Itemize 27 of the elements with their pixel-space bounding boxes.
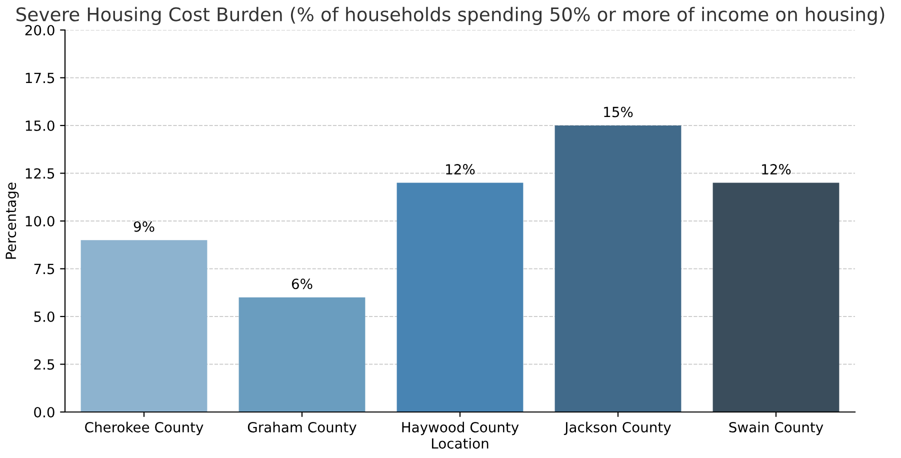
data-label: 12% [446,164,475,175]
x-tick-label: Graham County [248,422,356,436]
bar [554,126,682,412]
y-tick-label: 15.0 [26,120,54,131]
y-tick-label: 12.5 [26,168,54,179]
y-tick-label: 20.0 [25,24,54,36]
x-axis-title: Location [432,438,488,449]
x-tick-label: Swain County [729,422,824,436]
y-tick-label: 10.0 [26,216,54,226]
x-tick-label: Jackson County [564,422,671,436]
y-tick-label: 5.0 [34,311,54,322]
x-tick-label: Cherokee County [85,422,204,436]
bar [238,297,366,412]
y-axis-title: Percentage [6,182,19,259]
data-label: 12% [762,164,791,175]
data-label: 15% [604,106,633,118]
y-tick-label: 7.5 [34,264,54,274]
data-label: 9% [134,221,154,232]
bar [712,182,840,412]
data-label: 6% [292,278,312,290]
y-tick-label: 2.5 [34,359,54,370]
bar [80,240,208,412]
chart-title: Severe Housing Cost Burden (% of households spending 50% or more of income on housing) [16,6,884,26]
x-tick-label: Haywood County [402,422,519,436]
bar [396,182,524,412]
y-tick-label: 0.0 [34,406,54,418]
y-tick-label: 17.5 [26,72,54,84]
